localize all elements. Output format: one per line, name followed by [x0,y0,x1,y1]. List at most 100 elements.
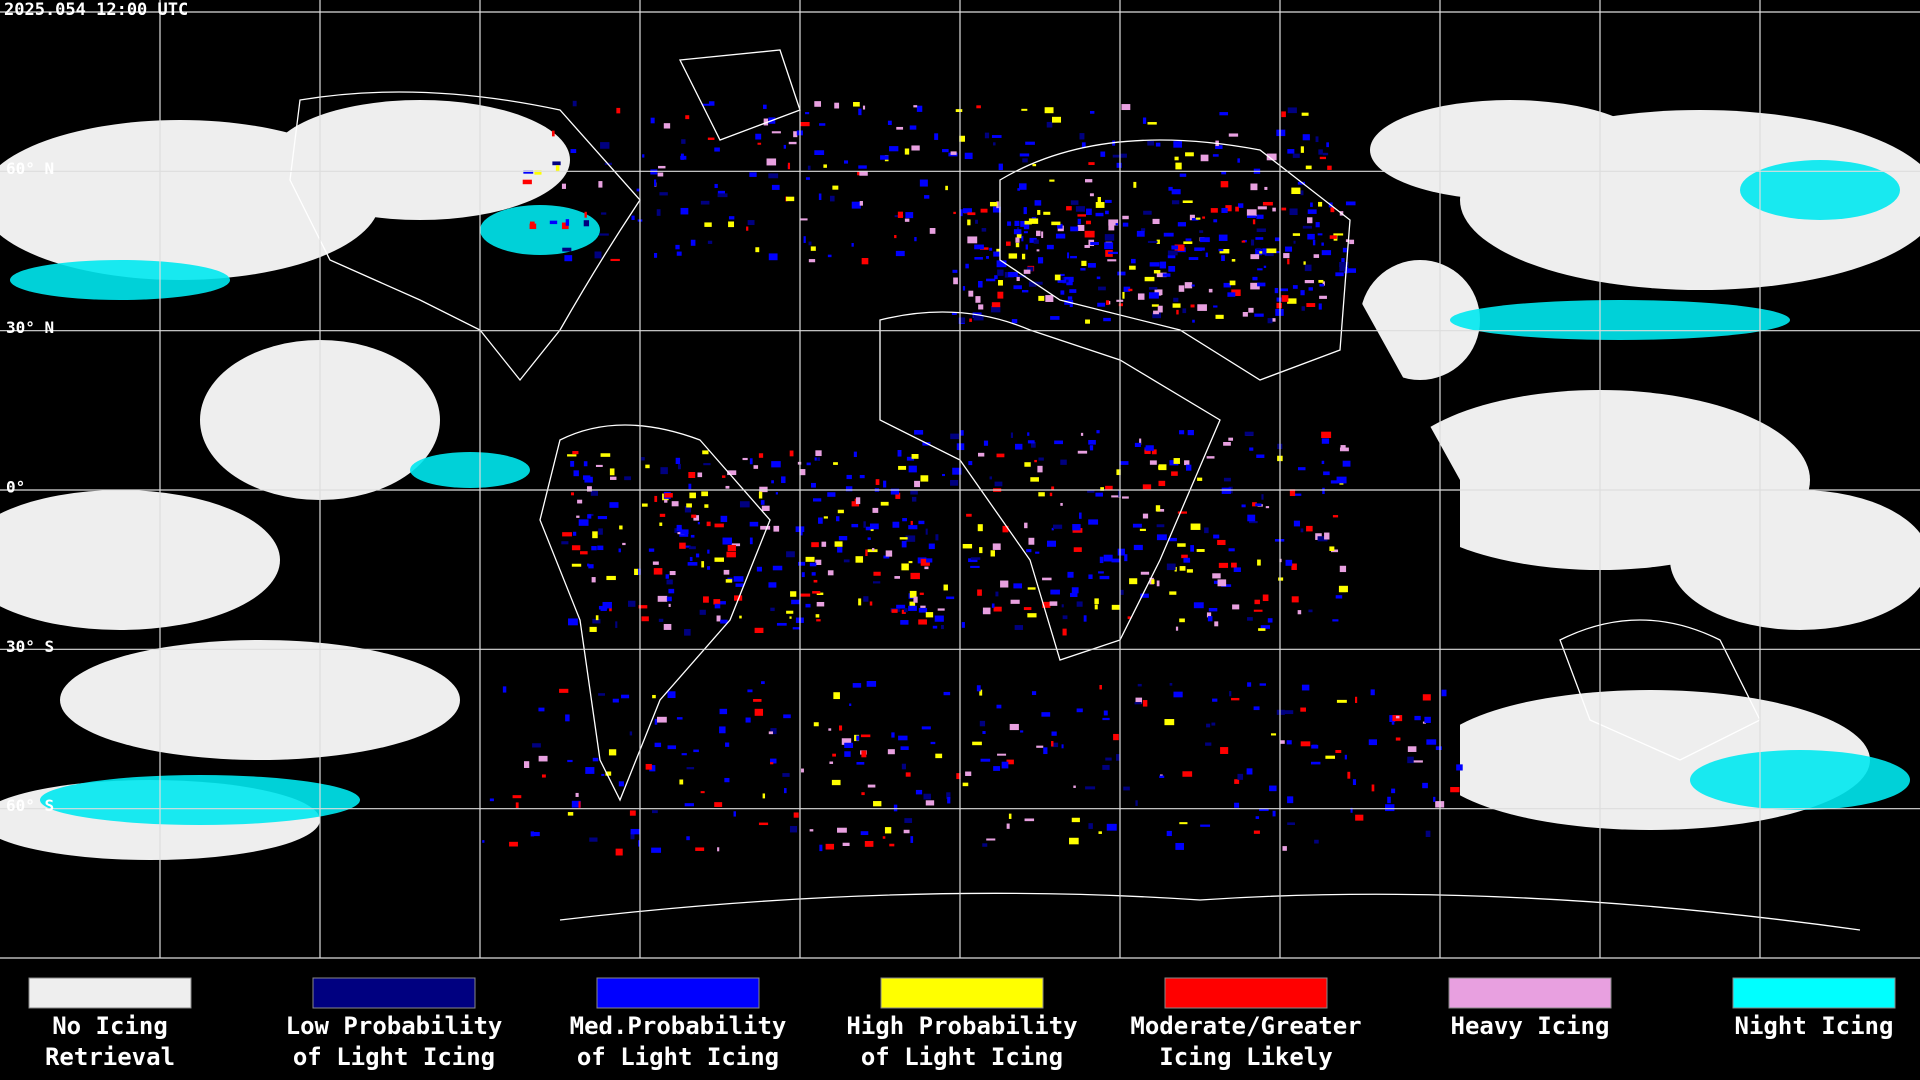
icing-speckle [1212,154,1219,157]
icing-speckle [594,251,602,259]
icing-speckle [1315,222,1320,228]
icing-speckle [654,495,658,502]
icing-speckle [1267,618,1273,623]
icing-speckle [1137,683,1142,687]
icing-speckle [992,543,1001,550]
icing-speckle [883,555,890,559]
icing-speckle [1339,265,1346,272]
icing-speckle [687,562,698,566]
icing-speckle [1237,773,1244,780]
icing-speckle [1072,524,1081,531]
icing-speckle [901,609,906,614]
icing-speckle [642,154,645,158]
icing-speckle [1035,281,1043,285]
icing-speckle [843,559,850,563]
icing-speckle [1232,604,1240,610]
icing-speckle [1208,607,1218,612]
icing-speckle [1250,254,1260,260]
icing-speckle [829,195,835,202]
icing-speckle [1182,200,1193,203]
icing-speckle [1041,712,1051,717]
legend-label: Moderate/Greater [1130,1012,1361,1040]
icing-speckle [1200,154,1209,162]
icing-speckle [1174,156,1179,161]
icing-speckle [1274,237,1281,242]
icing-speckle [815,614,820,618]
icing-speckle [561,222,569,230]
icing-speckle [680,153,684,160]
icing-speckle [862,105,866,110]
icing-speckle [701,561,705,568]
icing-speckle [1264,250,1274,257]
icing-speckle [610,258,620,262]
icing-speckle [1300,741,1311,747]
icing-speckle [1148,292,1159,299]
icing-speckle [1156,580,1160,587]
icing-speckle [1100,487,1104,491]
icing-speckle [663,123,671,129]
icing-speckle [1272,810,1276,817]
icing-speckle [1085,220,1091,225]
icing-speckle [1006,241,1011,246]
icing-speckle [1094,604,1098,610]
icing-speckle [1424,716,1431,723]
icing-speckle [829,761,834,764]
icing-speckle [1057,279,1066,283]
icing-speckle [551,130,555,137]
icing-speckle [993,251,1000,257]
icing-speckle [1144,449,1151,455]
icing-speckle [1102,764,1110,770]
icing-speckle [814,150,825,155]
icing-speckle [812,591,821,594]
coastlines [289,49,1861,931]
icing-speckle [1023,207,1027,215]
icing-speckle [890,488,900,495]
icing-speckle [1041,231,1044,239]
icing-speckle [810,246,816,251]
icing-speckle [561,183,566,189]
icing-speckle [914,480,921,488]
icing-speckle [1073,785,1076,788]
icing-speckle [945,185,948,191]
icing-speckle [908,465,917,473]
icing-speckle [714,802,723,807]
icing-speckle [781,476,786,484]
icing-speckle [1104,242,1114,250]
icing-speckle [793,131,798,138]
icing-speckle [882,836,886,839]
icing-speckle [1015,237,1020,243]
icing-speckle [690,534,695,538]
icing-speckle [1166,563,1176,571]
icing-speckle [590,490,599,496]
icing-speckle [598,528,603,535]
icing-speckle [1435,746,1442,751]
icing-speckle [1077,214,1086,217]
icing-speckle [1293,240,1296,244]
latitude-label: 60° N [6,159,54,178]
icing-speckle [1339,586,1347,593]
icing-speckle [801,572,805,578]
icing-speckle [515,802,519,809]
icing-speckle [1190,545,1195,552]
icing-speckle [1263,265,1267,268]
icing-speckle [1293,520,1301,527]
icing-speckle [903,829,910,834]
icing-speckle [828,728,832,731]
icing-speckle [1030,477,1039,482]
icing-speckle [943,584,948,591]
icing-speckle [858,598,862,606]
icing-speckle [1247,514,1256,522]
icing-speckle [688,472,696,478]
icing-speckle [799,530,803,536]
icing-speckle [573,470,579,477]
icing-speckle [658,618,664,622]
icing-speckle [1007,221,1012,226]
icing-speckle [1212,698,1218,702]
icing-speckle [714,183,718,188]
icing-speckle [1169,591,1177,595]
icing-speckle [1044,107,1054,114]
icing-speckle [1276,709,1285,715]
icing-speckle [808,241,812,246]
icing-speckle [676,251,682,256]
icing-speckle [1182,771,1193,777]
